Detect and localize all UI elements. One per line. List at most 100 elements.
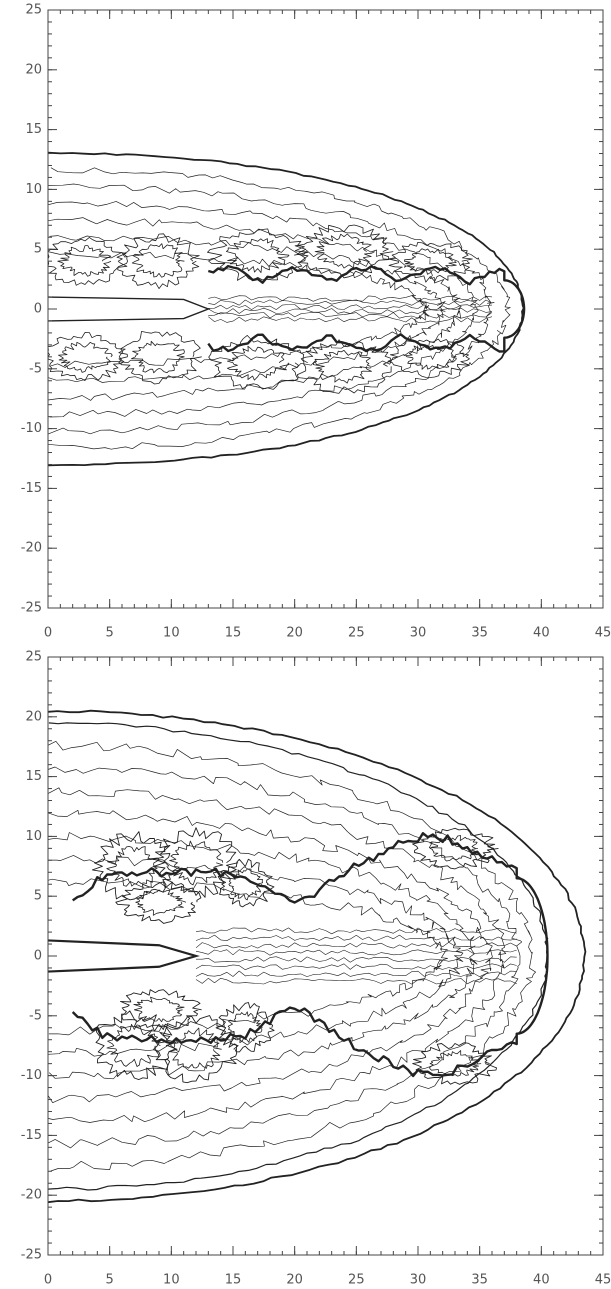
contour — [405, 344, 457, 370]
contour — [120, 989, 202, 1032]
contour — [313, 350, 372, 384]
y-tick-label: 25 — [25, 650, 42, 665]
contour — [133, 996, 185, 1023]
contour — [47, 332, 128, 381]
contour — [47, 740, 536, 1172]
y-tick-label: 5 — [34, 242, 42, 257]
y-tick-label: -10 — [21, 1068, 42, 1083]
x-tick-label: 45 — [595, 626, 611, 641]
contour-field — [47, 709, 587, 1204]
contour — [72, 832, 549, 957]
contour — [195, 949, 517, 956]
contour — [207, 264, 526, 310]
contour-field — [47, 151, 526, 467]
contour — [226, 238, 290, 273]
y-tick-label: -20 — [21, 1188, 42, 1203]
x-tick-label: 10 — [163, 1273, 180, 1288]
contour — [208, 316, 493, 323]
y-tick-label: 15 — [25, 769, 42, 784]
x-tick-label: 15 — [225, 626, 242, 641]
x-tick-label: 40 — [533, 626, 550, 641]
contour — [429, 835, 479, 862]
contour — [195, 934, 517, 942]
y-tick-label: 15 — [25, 122, 42, 137]
contour — [412, 827, 499, 870]
contour — [208, 304, 493, 310]
contour — [58, 341, 113, 373]
x-tick-label: 10 — [163, 626, 180, 641]
x-tick-label: 25 — [348, 1273, 365, 1288]
y-tick-label: 10 — [25, 182, 42, 197]
jet — [47, 296, 211, 322]
x-tick-label: 15 — [225, 1273, 242, 1288]
x-tick-label: 0 — [44, 1273, 52, 1288]
contour — [195, 927, 517, 935]
contour — [47, 709, 587, 1204]
contour — [314, 233, 375, 269]
x-tick-label: 0 — [44, 626, 52, 641]
contour — [195, 963, 517, 970]
panel: 0 5 10 15 20 25 30 35 40 45 -25 -20 -15 -10 -5 0 5 10 15 20… — [21, 3, 611, 641]
contour — [47, 201, 479, 418]
contour — [135, 889, 187, 916]
y-tick-label: -15 — [21, 1128, 42, 1143]
contour — [47, 167, 511, 450]
y-tick-label: 5 — [34, 889, 42, 904]
y-tick-label: 0 — [34, 302, 42, 317]
contour — [208, 312, 493, 319]
contour — [412, 1042, 498, 1085]
contour — [47, 878, 449, 1036]
x-tick-label: 35 — [471, 1273, 488, 1288]
contour — [106, 1023, 161, 1067]
x-tick-label: 20 — [286, 626, 303, 641]
contour — [227, 1011, 263, 1043]
contour — [208, 335, 308, 390]
contour — [195, 978, 517, 985]
contour — [196, 956, 517, 963]
contour — [207, 228, 309, 281]
x-tick-label: 35 — [471, 626, 488, 641]
contour — [47, 766, 523, 1149]
y-tick-label: 20 — [25, 709, 42, 724]
y-tick-label: -5 — [29, 361, 42, 376]
contour — [71, 955, 549, 1078]
contour — [153, 827, 239, 898]
y-tick-label: -20 — [21, 541, 42, 556]
contour — [131, 243, 185, 278]
x-tick-label: 40 — [533, 1273, 550, 1288]
y-tick-label: -15 — [21, 481, 42, 496]
y-tick-label: -10 — [21, 421, 42, 436]
panel: 0 5 10 15 20 25 30 35 40 45 -25 -20 -15 -10 -5 0 5 10 15 20… — [21, 650, 611, 1288]
jet — [47, 939, 200, 973]
contour — [429, 1050, 482, 1077]
contour — [208, 295, 493, 302]
contour — [106, 846, 160, 887]
contour — [169, 840, 224, 886]
contour — [47, 787, 507, 1123]
contour — [387, 338, 470, 378]
contour — [217, 858, 275, 908]
contour — [208, 307, 493, 315]
contour — [47, 832, 478, 1080]
contour — [207, 308, 526, 353]
contour — [195, 942, 517, 949]
x-tick-label: 45 — [595, 1273, 611, 1288]
x-tick-label: 20 — [286, 1273, 303, 1288]
contour — [131, 340, 185, 374]
contour — [227, 345, 290, 381]
contour — [115, 881, 202, 924]
contour — [95, 1010, 178, 1081]
y-tick-label: -5 — [29, 1008, 42, 1023]
x-tick-label: 25 — [348, 626, 365, 641]
y-tick-label: 0 — [34, 949, 42, 964]
contour — [215, 1002, 275, 1053]
contour — [195, 970, 517, 977]
contour — [57, 245, 112, 277]
x-tick-label: 5 — [106, 1273, 114, 1288]
x-tick-label: 30 — [410, 626, 427, 641]
contour — [47, 235, 446, 383]
contour — [168, 1027, 222, 1069]
contour — [296, 339, 392, 394]
contour — [47, 183, 495, 435]
